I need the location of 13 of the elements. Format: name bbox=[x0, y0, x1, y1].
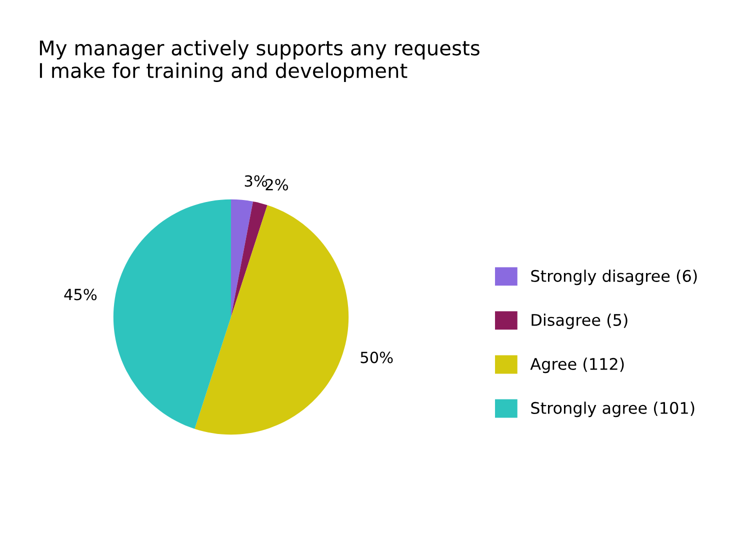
data-label: 45% bbox=[64, 288, 97, 300]
pie-slice bbox=[194, 205, 349, 435]
legend-label: Agree (112) bbox=[530, 358, 624, 374]
legend-label: Strongly agree (101) bbox=[531, 402, 694, 418]
data-label: 50% bbox=[360, 352, 393, 364]
legend-label: Disagree (5) bbox=[532, 314, 628, 330]
pie-slice bbox=[113, 199, 231, 429]
pie-slice bbox=[231, 199, 254, 317]
data-label: 3% bbox=[244, 175, 268, 187]
chart-title: My manager actively supports any requests I make for training and development bbox=[40, 40, 480, 82]
pie-slice bbox=[231, 201, 268, 317]
data-label: 2% bbox=[266, 178, 288, 190]
legend-label: Strongly disagree (6) bbox=[531, 270, 697, 286]
